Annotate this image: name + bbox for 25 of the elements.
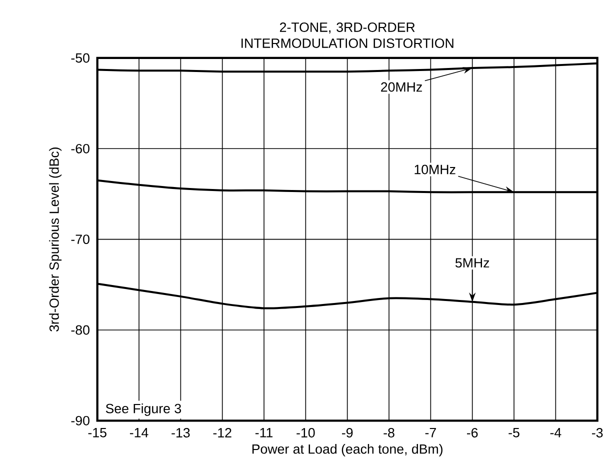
x-tick-label: -8 <box>384 428 394 438</box>
y-axis-title: 3rd-Order Spurious Level (dBc) <box>49 148 62 332</box>
x-tick-label: -14 <box>130 428 148 438</box>
series-label: 10MHz <box>414 164 456 174</box>
chart-title: 2-TONE, 3RD-ORDER INTERMODULATION DISTORTION <box>242 22 454 48</box>
x-tick-label: -10 <box>296 428 315 438</box>
x-tick-label: -11 <box>255 428 273 438</box>
y-tick-label: -80 <box>71 325 90 335</box>
x-tick-label: -13 <box>172 428 190 438</box>
series-label: 20MHz <box>381 82 422 92</box>
y-tick-label: -60 <box>71 144 90 154</box>
x-tick-label: -5 <box>508 428 520 438</box>
x-tick-label: -7 <box>425 428 436 438</box>
text: 5MHz <box>455 258 490 268</box>
x-axis-title: Power at Load (each tone, dBm) <box>252 444 442 456</box>
y-tick-label: -90 <box>71 416 90 426</box>
annotation: See Figure 3 <box>106 403 182 416</box>
x-tick-label: -6 <box>466 428 478 438</box>
y-tick-label: -70 <box>71 234 90 244</box>
y-tick-label: -50 <box>71 53 90 63</box>
x-tick-label: -9 <box>342 428 353 438</box>
x-tick-label: -3 <box>592 428 603 438</box>
x-tick-label: -15 <box>88 428 106 438</box>
x-tick-label: -4 <box>550 428 562 438</box>
x-tick-label: -12 <box>213 428 232 438</box>
